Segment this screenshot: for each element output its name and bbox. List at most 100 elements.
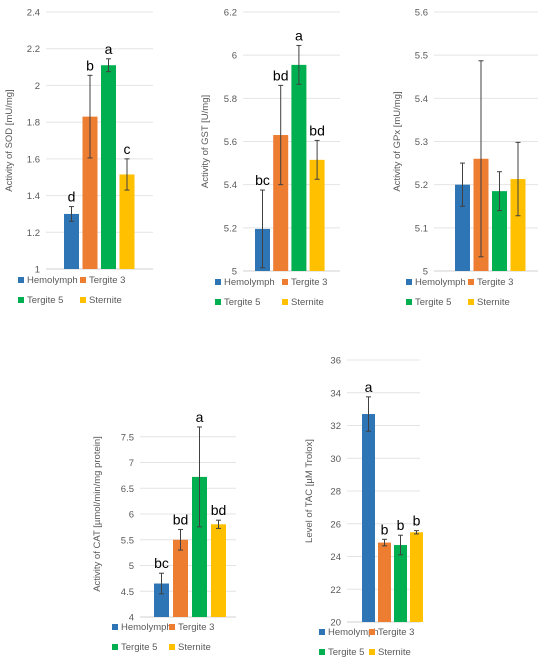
- significance-letter: b: [397, 517, 405, 533]
- legend-swatch: [215, 299, 221, 305]
- legend-label: Tergite 5: [415, 297, 451, 308]
- legend-swatch: [468, 299, 474, 305]
- legend-label: Tergite 3: [477, 277, 513, 288]
- y-tick-label: 5.5: [415, 51, 428, 62]
- legend-label: Sternite: [378, 647, 411, 658]
- error-bar: [197, 426, 202, 528]
- sod-chart: 1 1.2 1.4 1.6 1.8 2 2.2 2.4 Activity of SOD [mU/…: [4, 8, 153, 306]
- y-tick-label: 1.6: [27, 154, 40, 165]
- y-axis-label: Activity of CAT [µmol/min/mg protein]: [92, 436, 103, 592]
- error-bar: [382, 538, 387, 547]
- legend-swatch: [112, 644, 118, 650]
- y-tick-label: 5.6: [224, 137, 237, 148]
- significance-letter: a: [196, 409, 204, 425]
- legend-swatch: [215, 279, 221, 285]
- error-bar: [515, 141, 521, 217]
- y-tick-label: 1.4: [27, 191, 40, 202]
- bar-tergite-5: [192, 476, 207, 617]
- gpx-chart: 5 5.1 5.2 5.3 5.4 5.5 5.6 Activity of GPx [mU/m…: [392, 8, 538, 308]
- bar-sternite: [410, 532, 423, 622]
- error-bar: [497, 171, 502, 212]
- legend-label: Sternite: [89, 295, 122, 306]
- significance-letter: b: [86, 57, 94, 73]
- error-bar: [478, 60, 484, 258]
- bar-sternite: [309, 159, 325, 271]
- legend-label: Hemolymph: [121, 622, 172, 633]
- significance-letter: bd: [173, 511, 189, 527]
- y-tick-label: 5.5: [121, 535, 134, 546]
- y-tick-label: 32: [330, 421, 341, 432]
- bar-tergite-3: [273, 135, 289, 271]
- legend-swatch: [18, 277, 24, 283]
- significance-letter: bd: [309, 122, 325, 138]
- legend-swatch: [369, 649, 375, 655]
- legend-swatch: [319, 649, 325, 655]
- legend-label: Hemolymph: [328, 627, 379, 638]
- y-tick-label: 30: [330, 454, 341, 465]
- y-tick-label: 5: [129, 561, 134, 572]
- bar-sternite: [510, 179, 526, 271]
- significance-letter: b: [381, 521, 389, 537]
- error-bar: [414, 530, 419, 535]
- error-bar: [314, 139, 320, 180]
- legend-label: Sternite: [178, 642, 211, 653]
- y-tick-label: 6: [232, 51, 237, 62]
- y-tick-label: 7.5: [121, 432, 134, 443]
- legend-label: Tergite 3: [291, 277, 327, 288]
- y-tick-label: 5.2: [224, 223, 237, 234]
- legend-swatch: [319, 629, 325, 635]
- tac-chart: 20 22 24 26 28 30 32 34 36 Level of TAC [µM Trolo…: [304, 356, 423, 658]
- legend-swatch: [80, 277, 86, 283]
- bar-tergite-3: [378, 542, 391, 622]
- error-bar: [366, 396, 371, 432]
- significance-letter: bd: [211, 502, 227, 518]
- y-tick-label: 5.1: [415, 223, 428, 234]
- bar-tergite-3: [82, 116, 98, 269]
- cat-chart: 4 4.5 5 5.5 6 6.5 7 7.5 Activity of CAT [µmol/mi…: [92, 409, 236, 653]
- legend-swatch: [169, 624, 175, 630]
- y-tick-label: 5.6: [415, 8, 428, 19]
- y-tick-label: 5.4: [224, 180, 237, 191]
- bar-tergite-5: [101, 65, 116, 269]
- bar-hemolymph: [64, 213, 79, 269]
- legend-swatch: [282, 279, 288, 285]
- bar-hemolymph: [362, 414, 375, 622]
- legend-label: Tergite 5: [328, 647, 364, 658]
- y-tick-label: 4: [129, 613, 134, 624]
- error-bar: [398, 534, 403, 556]
- error-bar: [460, 162, 465, 207]
- error-bar: [159, 572, 164, 595]
- y-tick-label: 6: [129, 510, 134, 521]
- significance-letter: a: [105, 41, 113, 57]
- legend-label: Tergite 3: [89, 275, 125, 286]
- significance-letter: bc: [255, 172, 270, 188]
- y-tick-label: 24: [330, 552, 341, 563]
- y-tick-label: 2.4: [27, 8, 40, 19]
- y-tick-label: 22: [330, 585, 341, 596]
- legend-label: Tergite 3: [178, 622, 214, 633]
- bar-sternite: [119, 174, 135, 269]
- legend-swatch: [406, 279, 412, 285]
- y-tick-label: 5.3: [415, 137, 428, 148]
- significance-letter: b: [413, 513, 421, 529]
- legend-label: Sternite: [477, 297, 510, 308]
- y-axis-label: Activity of SOD [mU/mg]: [4, 89, 15, 191]
- y-axis-label: Activity of GPx [mU/mg]: [392, 91, 403, 191]
- error-bar: [216, 519, 221, 529]
- significance-letter: c: [124, 141, 131, 157]
- y-tick-label: 5.4: [415, 94, 428, 105]
- legend-swatch: [282, 299, 288, 305]
- y-tick-label: 2: [35, 81, 40, 92]
- significance-letter: bd: [273, 67, 289, 83]
- y-tick-label: 5: [423, 267, 428, 278]
- legend-label: Hemolymph: [27, 275, 78, 286]
- bar-hemolymph: [154, 583, 169, 617]
- gst-chart: 5 5.2 5.4 5.6 5.8 6 6.2 Activity of GST [U/mg] b…: [200, 8, 340, 308]
- error-bar: [260, 189, 265, 269]
- bar-tergite-5: [492, 191, 507, 271]
- significance-letter: bc: [154, 555, 169, 571]
- error-bar: [87, 74, 93, 159]
